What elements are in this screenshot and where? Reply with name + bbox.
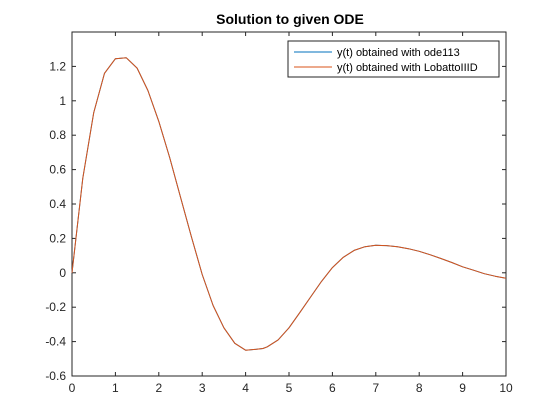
legend-label-2: y(t) obtained with LobattoIIID <box>337 62 478 74</box>
y-tick-label: -0.6 <box>45 369 66 383</box>
series-layer <box>71 57 507 351</box>
x-tick-label: 4 <box>242 381 249 395</box>
x-tick-label: 5 <box>286 381 293 395</box>
y-tick-label: 1 <box>59 94 66 108</box>
x-tick-label: 9 <box>459 381 466 395</box>
series-line-2 <box>71 57 507 351</box>
y-tick-label: 0.2 <box>49 231 66 245</box>
legend: y(t) obtained with ode113 y(t) obtained w… <box>287 40 500 78</box>
y-tick-label: 0.4 <box>49 197 66 211</box>
y-tick-label: 0.6 <box>49 163 66 177</box>
axes-box <box>71 31 507 377</box>
x-tick-label: 2 <box>155 381 162 395</box>
x-tick-label: 0 <box>69 381 76 395</box>
legend-box <box>287 40 500 78</box>
x-tick-label: 1 <box>112 381 119 395</box>
y-tick-label: -0.4 <box>45 335 66 349</box>
y-tick-label: 1.2 <box>49 59 66 73</box>
x-tick-label: 10 <box>499 381 513 395</box>
chart-title: Solution to given ODE <box>216 11 364 27</box>
axis-ticks: 0 1 2 3 4 5 6 7 8 9 10 -0.6 -0.4 -0.2 0 0.2 0.4 0.6 0.8 1 1.… <box>45 32 513 395</box>
plot-area <box>71 31 507 377</box>
x-tick-label: 7 <box>372 381 379 395</box>
y-tick-label: 0 <box>59 266 66 280</box>
x-tick-label: 8 <box>416 381 423 395</box>
y-tick-label: -0.2 <box>45 300 66 314</box>
legend-label-1: y(t) obtained with ode113 <box>337 47 460 59</box>
x-tick-label: 6 <box>329 381 336 395</box>
y-tick-label: 0.8 <box>49 128 66 142</box>
x-tick-label: 3 <box>199 381 206 395</box>
